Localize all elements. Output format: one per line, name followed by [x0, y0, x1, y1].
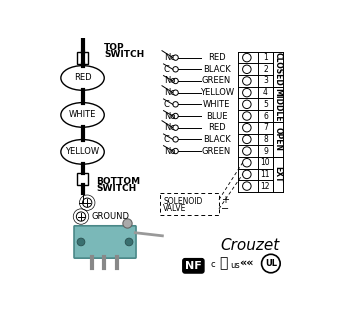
- Circle shape: [77, 238, 85, 246]
- Text: Nc: Nc: [164, 53, 175, 62]
- Text: 8: 8: [263, 135, 268, 144]
- Text: Nc: Nc: [164, 88, 175, 97]
- Text: SOLENOID: SOLENOID: [163, 197, 202, 206]
- Text: BLUE: BLUE: [206, 112, 227, 120]
- Text: 2: 2: [263, 65, 268, 74]
- Text: 9: 9: [263, 147, 268, 155]
- Text: NF: NF: [185, 261, 202, 271]
- Text: BOTTOM: BOTTOM: [97, 177, 141, 186]
- Text: 7: 7: [263, 123, 268, 132]
- Bar: [77, 52, 88, 64]
- Text: RED: RED: [208, 53, 225, 62]
- Text: −: −: [221, 204, 230, 214]
- Text: 3: 3: [263, 76, 268, 85]
- Text: c: c: [211, 260, 215, 269]
- Text: No: No: [164, 76, 175, 85]
- Text: YELLOW: YELLOW: [199, 88, 234, 97]
- Text: RED: RED: [74, 73, 91, 82]
- Text: WHITE: WHITE: [203, 100, 230, 109]
- Text: NF: NF: [185, 261, 202, 271]
- Text: us: us: [231, 261, 240, 270]
- Text: 6: 6: [263, 112, 268, 120]
- Text: TOP: TOP: [104, 43, 125, 52]
- Text: GROUND: GROUND: [92, 212, 130, 221]
- Text: 5: 5: [263, 100, 268, 109]
- Text: GREEN: GREEN: [202, 147, 231, 155]
- Text: 11: 11: [261, 170, 270, 179]
- Text: ««: ««: [239, 258, 253, 268]
- FancyBboxPatch shape: [74, 226, 136, 258]
- Circle shape: [125, 238, 133, 246]
- Text: CLOSED: CLOSED: [273, 52, 282, 86]
- Text: SWITCH: SWITCH: [97, 184, 137, 193]
- Text: No: No: [164, 112, 175, 120]
- Text: 4: 4: [263, 88, 268, 97]
- Text: No: No: [164, 147, 175, 155]
- Text: C: C: [164, 65, 170, 74]
- Text: Ⓛ: Ⓛ: [219, 256, 228, 270]
- Text: Crouzet: Crouzet: [220, 238, 280, 253]
- Text: OPEN: OPEN: [273, 127, 282, 151]
- Text: GREEN: GREEN: [202, 76, 231, 85]
- Text: C: C: [164, 100, 170, 109]
- Text: YELLOW: YELLOW: [66, 147, 100, 156]
- Text: RED: RED: [208, 123, 225, 132]
- Text: 10: 10: [261, 158, 270, 167]
- Text: 1: 1: [263, 53, 268, 62]
- Circle shape: [123, 219, 132, 228]
- Text: EXT: EXT: [273, 166, 282, 183]
- Text: VALVE: VALVE: [163, 204, 187, 213]
- Text: +: +: [221, 195, 229, 205]
- Text: 12: 12: [261, 182, 270, 191]
- Text: Nc: Nc: [164, 123, 175, 132]
- Text: WHITE: WHITE: [69, 110, 96, 119]
- Text: BLACK: BLACK: [203, 135, 231, 144]
- Text: C: C: [164, 135, 170, 144]
- Bar: [77, 173, 88, 185]
- Text: SWITCH: SWITCH: [104, 50, 145, 58]
- Text: UL: UL: [265, 259, 277, 268]
- Text: MIDDLE: MIDDLE: [273, 88, 282, 121]
- Text: BLACK: BLACK: [203, 65, 231, 74]
